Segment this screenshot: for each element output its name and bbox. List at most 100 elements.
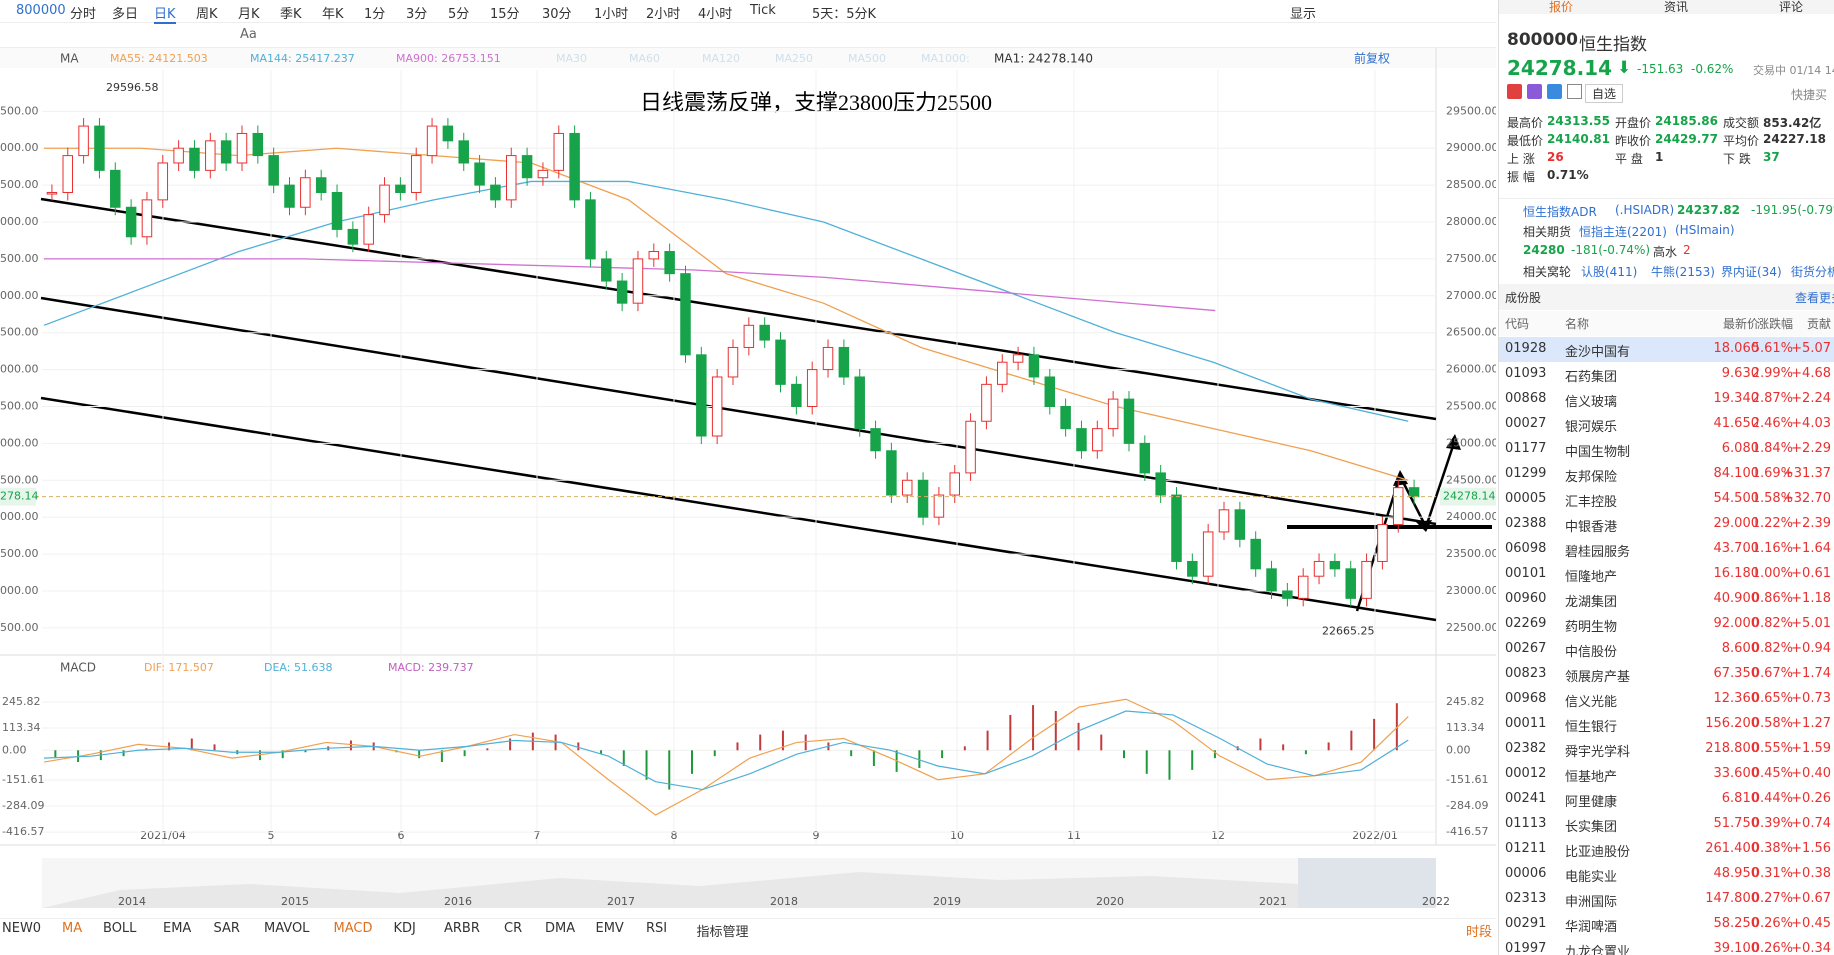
candle xyxy=(474,162,485,186)
period-tab[interactable]: 年K xyxy=(322,7,344,22)
table-row[interactable]: 00006 电能实业 48.950 0.31% +0.38 xyxy=(1499,862,1834,887)
stat-value: 26 xyxy=(1547,150,1564,164)
quick-trade[interactable]: 快捷买 xyxy=(1791,88,1828,102)
y-tick-label: 113.34 xyxy=(1446,721,1485,734)
cell: 00291 xyxy=(1505,916,1547,931)
y-tick-label: 27000.00 xyxy=(1446,289,1496,302)
cell: 218.800 xyxy=(1705,741,1759,756)
futures-name[interactable]: 恒指主连(2201) xyxy=(1579,225,1667,239)
candle xyxy=(315,177,327,193)
table-row[interactable]: 01299 友邦保险 84.100 1.69% +31.37 xyxy=(1499,462,1834,487)
indicator-tab[interactable]: NEW0 xyxy=(2,921,42,936)
adr-name[interactable]: 恒生指数ADR xyxy=(1523,205,1597,219)
period-tab[interactable]: Tick xyxy=(750,3,776,18)
period-tab[interactable]: 5天：5分K xyxy=(812,7,877,22)
indicator-tab[interactable]: RSI xyxy=(646,921,668,936)
text-tool[interactable]: Aa xyxy=(240,27,257,42)
table-row[interactable]: 00291 华润啤酒 58.250 0.26% +0.45 xyxy=(1499,912,1834,937)
table-row[interactable]: 00101 恒隆地产 16.180 1.00% +0.61 xyxy=(1499,562,1834,587)
table-row[interactable]: 00868 信义玻璃 19.340 2.87% +2.24 xyxy=(1499,387,1834,412)
period-tab[interactable]: 周K xyxy=(196,7,218,22)
y-tick-label-left: 23000.00 xyxy=(0,584,39,597)
indicator-tab[interactable]: DMA xyxy=(545,921,576,936)
table-row[interactable]: 01211 比亚迪股份 261.400 0.38% +1.56 xyxy=(1499,837,1834,862)
indicator-tab[interactable]: EMA xyxy=(163,921,192,936)
table-row[interactable]: 02382 舜宇光学科 218.800 0.55% +1.59 xyxy=(1499,737,1834,762)
cell: 48.950 xyxy=(1713,866,1760,881)
cell: +2.29 xyxy=(1791,441,1831,456)
warrant-link[interactable]: 街货分析 xyxy=(1791,265,1834,279)
panel-tabs: 报价 资讯 评论 xyxy=(1499,0,1834,14)
stat-value: 24227.18 xyxy=(1763,132,1827,146)
period-button[interactable]: 时段 xyxy=(1466,925,1493,940)
panel-tab[interactable]: 报价 xyxy=(1549,0,1574,14)
period-tab[interactable]: 多日 xyxy=(112,7,139,22)
warrants-label: 相关窝轮 xyxy=(1523,265,1572,279)
cell: 147.800 xyxy=(1705,891,1759,906)
period-tab[interactable]: 月K xyxy=(238,7,260,22)
candle xyxy=(1155,472,1166,496)
table-row[interactable]: 00968 信义光能 12.360 0.65% +0.73 xyxy=(1499,687,1834,712)
display-menu[interactable]: 显示 xyxy=(1290,7,1317,22)
period-tab[interactable]: 4小时 xyxy=(698,7,733,22)
period-tab[interactable]: 2小时 xyxy=(646,7,681,22)
indicator-tab[interactable]: BOLL xyxy=(103,921,137,936)
table-row[interactable]: 00241 阿里健康 6.810 0.44% +0.26 xyxy=(1499,787,1834,812)
y-tick-label: 28000.00 xyxy=(1446,215,1496,228)
indicator-tab[interactable]: EMV xyxy=(595,921,624,936)
period-tab[interactable]: 分时 xyxy=(70,7,97,22)
panel-tab[interactable]: 评论 xyxy=(1779,0,1804,14)
indicator-tab[interactable]: ARBR xyxy=(444,921,480,936)
table-row[interactable]: 00960 龙湖集团 40.900 0.86% +1.18 xyxy=(1499,587,1834,612)
more-link[interactable]: 查看更多 xyxy=(1795,291,1834,305)
indicator-tab[interactable]: MAVOL xyxy=(264,921,310,936)
warrant-link[interactable]: 认股(411) xyxy=(1581,265,1638,279)
table-row[interactable]: 00012 恒基地产 33.600 0.45% +0.40 xyxy=(1499,762,1834,787)
cell: 1.84% xyxy=(1751,441,1793,456)
table-row[interactable]: 01928 金沙中国有 18.060 5.61% +5.07 xyxy=(1499,337,1834,362)
cell: +0.67 xyxy=(1791,891,1831,906)
period-tab[interactable]: 5分 xyxy=(448,7,470,22)
adjust-menu[interactable]: 前复权 xyxy=(1354,51,1390,66)
period-tab[interactable]: 1小时 xyxy=(594,7,629,22)
table-row[interactable]: 02269 药明生物 92.000 0.82% +5.01 xyxy=(1499,612,1834,637)
table-row[interactable]: 00027 银河娱乐 41.650 2.46% +4.03 xyxy=(1499,412,1834,437)
table-row[interactable]: 02313 申洲国际 147.800 0.27% +0.67 xyxy=(1499,887,1834,912)
candle xyxy=(1345,568,1356,599)
indicator-tab[interactable]: SAR xyxy=(213,921,240,936)
current-price-label: 24278.14 xyxy=(1443,490,1496,503)
table-row[interactable]: 06098 碧桂园服务 43.700 1.16% +1.64 xyxy=(1499,537,1834,562)
period-tab[interactable]: 季K xyxy=(280,7,302,22)
candle xyxy=(442,125,454,142)
table-row[interactable]: 01177 中国生物制 6.080 1.84% +2.29 xyxy=(1499,437,1834,462)
cell: 0.55% xyxy=(1751,741,1793,756)
candle xyxy=(632,258,644,304)
panel-tab[interactable]: 资讯 xyxy=(1664,0,1689,14)
table-row[interactable]: 02388 中银香港 29.000 1.22% +2.39 xyxy=(1499,512,1834,537)
badge xyxy=(1527,84,1542,99)
period-tab[interactable]: 30分 xyxy=(542,7,572,22)
table-row[interactable]: 01997 九龙仓置业 39.100 0.26% +0.34 xyxy=(1499,937,1834,955)
trendline xyxy=(40,296,1437,526)
indicator-tab[interactable]: 指标管理 xyxy=(696,925,749,940)
period-tab[interactable]: 3分 xyxy=(406,7,428,22)
table-row[interactable]: 00823 领展房产基 67.350 0.67% +1.74 xyxy=(1499,662,1834,687)
warrant-link[interactable]: 界内证(34) xyxy=(1721,265,1782,279)
chart: 日线震荡反弹，支撑23800压力25500 MA MA1: 24278.140 … xyxy=(0,48,1496,908)
table-row[interactable]: 01093 石药集团 9.630 2.99% +4.68 xyxy=(1499,362,1834,387)
y-tick-label: 245.82 xyxy=(1446,695,1485,708)
table-row[interactable]: 00011 恒生银行 156.200 0.58% +1.27 xyxy=(1499,712,1834,737)
period-tab[interactable]: 日K xyxy=(154,3,176,24)
candle xyxy=(1234,509,1246,540)
table-row[interactable]: 01113 长实集团 51.750 0.39% +0.74 xyxy=(1499,812,1834,837)
indicator-tab[interactable]: CR xyxy=(504,921,523,936)
indicator-tab[interactable]: KDJ xyxy=(393,921,416,936)
watch-button[interactable]: 自选 xyxy=(1585,84,1624,103)
warrant-link[interactable]: 牛熊(2153) xyxy=(1651,265,1715,279)
table-row[interactable]: 00005 汇丰控股 54.500 1.58% +32.70 xyxy=(1499,487,1834,512)
period-tab[interactable]: 1分 xyxy=(364,7,386,22)
table-row[interactable]: 00267 中信股份 8.600 0.82% +0.94 xyxy=(1499,637,1834,662)
indicator-tab[interactable]: MA xyxy=(62,921,83,936)
period-tab[interactable]: 15分 xyxy=(490,7,520,22)
indicator-tab[interactable]: MACD xyxy=(333,921,373,936)
